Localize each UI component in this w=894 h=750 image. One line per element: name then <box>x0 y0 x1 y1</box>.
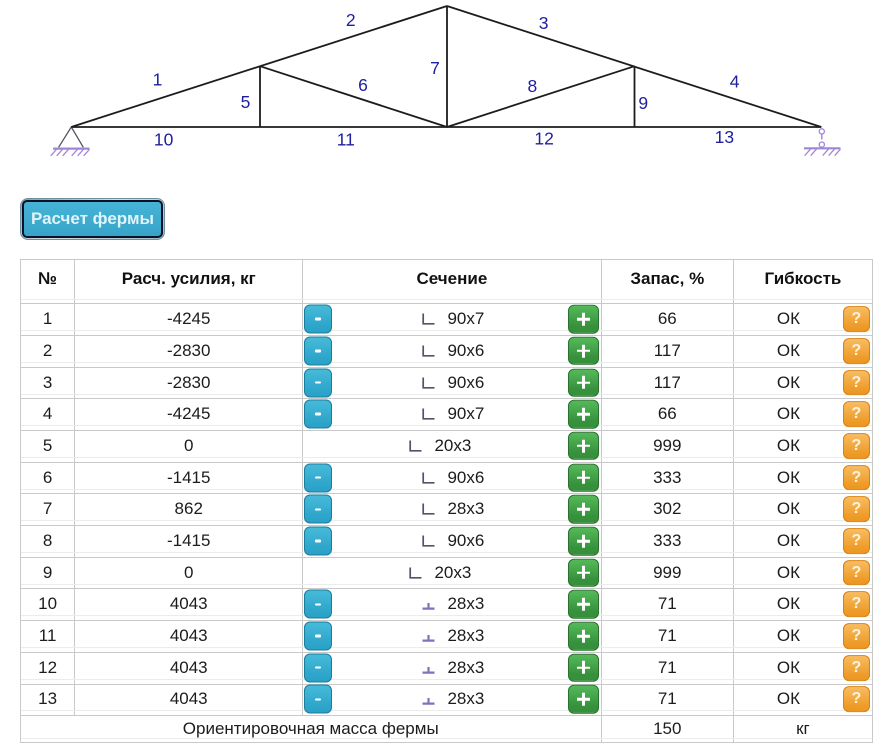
svg-text:5: 5 <box>241 92 251 112</box>
svg-text:3: 3 <box>539 13 549 33</box>
svg-text:4: 4 <box>730 71 740 91</box>
svg-text:8: 8 <box>528 76 538 96</box>
svg-text:13: 13 <box>715 127 734 147</box>
svg-text:6: 6 <box>358 75 368 95</box>
svg-text:9: 9 <box>638 93 648 113</box>
svg-text:10: 10 <box>154 129 174 149</box>
svg-text:1: 1 <box>153 70 163 90</box>
svg-text:7: 7 <box>430 58 440 78</box>
svg-text:11: 11 <box>337 129 355 149</box>
svg-text:2: 2 <box>346 10 356 30</box>
svg-text:12: 12 <box>534 129 553 149</box>
